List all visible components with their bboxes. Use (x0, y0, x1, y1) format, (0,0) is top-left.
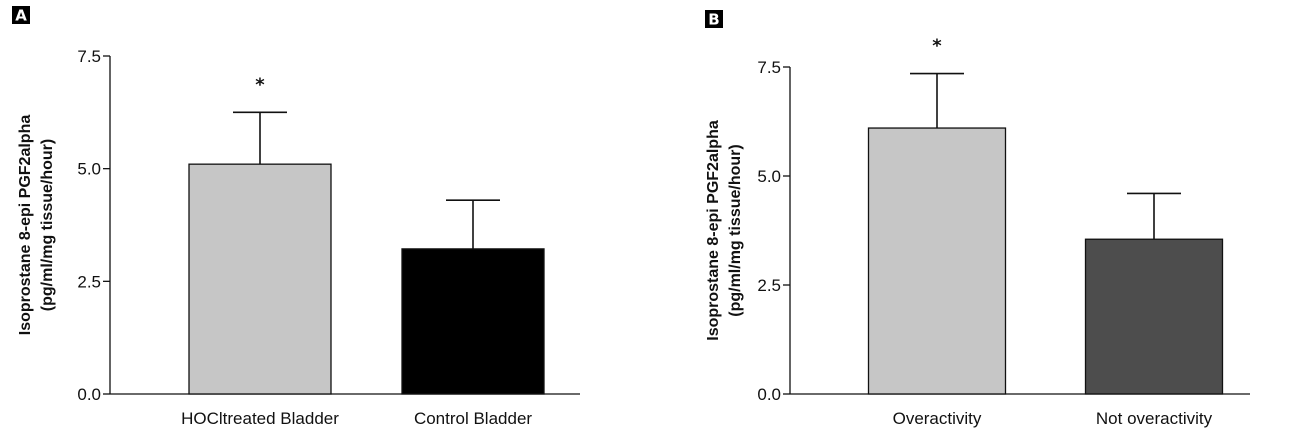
y-axis-label: (pg/ml/mg tissue/hour) (39, 139, 56, 311)
x-category-label: Not overactivity (1096, 409, 1213, 428)
x-category-label: Overactivity (893, 409, 982, 428)
bar (1084, 238, 1224, 395)
y-tick-label: 2.5 (757, 276, 781, 295)
panel-label-box (12, 6, 30, 24)
y-tick-label: 7.5 (77, 47, 101, 66)
chart-panel-b: B 0.0 2.5 5.0 7.5 Isoprostane 8-epi PGF2alpha… (705, 10, 1250, 428)
y-axis-label: (pg/ml/mg tissue/hour) (727, 144, 744, 316)
x-category-label: Control Bladder (414, 409, 532, 428)
y-tick-label: 5.0 (77, 160, 101, 179)
panel-label-box (705, 10, 723, 28)
significance-marker: * (932, 36, 942, 57)
panel-label: B (708, 11, 719, 29)
y-axis-label: Isoprostane 8-epi PGF2alpha (17, 115, 34, 336)
y-tick-label: 5.0 (757, 167, 781, 186)
x-category-label: HOCltreated Bladder (181, 409, 339, 428)
y-tick-label: 0.0 (757, 385, 781, 404)
y-axis-label: Isoprostane 8-epi PGF2alpha (705, 120, 722, 341)
panel-label: A (15, 7, 27, 25)
bar (401, 248, 545, 395)
significance-marker: * (255, 74, 265, 95)
bar (867, 127, 1007, 395)
y-tick-label: 0.0 (77, 385, 101, 404)
y-tick-label: 7.5 (757, 58, 781, 77)
bar (188, 163, 332, 395)
y-tick-label: 2.5 (77, 272, 101, 291)
chart-panel-a: A 0.0 2.5 5.0 7.5 Isoprostane 8-epi PGF2alpha… (12, 6, 580, 428)
